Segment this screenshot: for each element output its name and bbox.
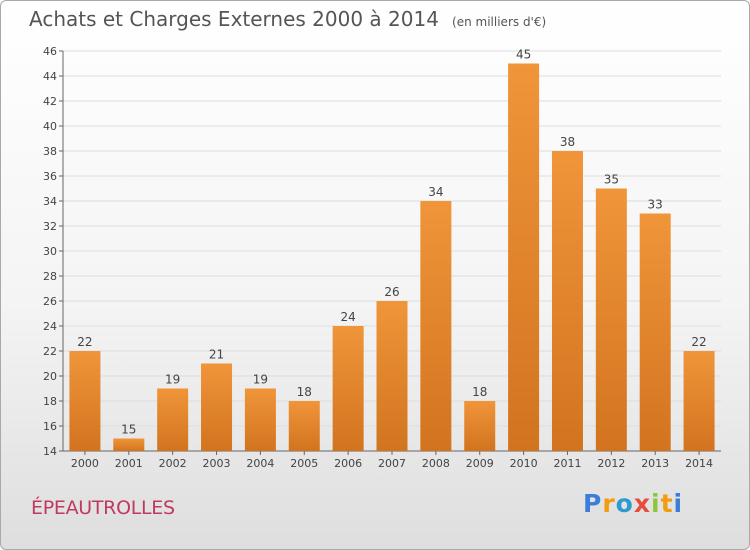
logo-letter: r — [602, 489, 616, 518]
bar-2000 — [69, 351, 101, 451]
data-label: 35 — [604, 173, 619, 187]
data-label: 33 — [648, 198, 663, 212]
bar-2009 — [464, 401, 496, 451]
x-tick-label: 2006 — [334, 457, 362, 470]
y-tick-label: 18 — [43, 395, 57, 408]
data-label: 24 — [340, 310, 355, 324]
bar-2007 — [376, 301, 408, 451]
x-tick-label: 2002 — [159, 457, 187, 470]
logo-letter: x — [633, 489, 651, 518]
unit-note: (en milliers d'€) — [452, 15, 547, 29]
bar-2006 — [332, 326, 364, 451]
y-tick-label: 38 — [43, 145, 57, 158]
y-tick-label: 36 — [43, 170, 57, 183]
bar-2012 — [595, 188, 627, 451]
y-tick-label: 24 — [43, 320, 57, 333]
logo-letter: i — [651, 489, 661, 518]
x-tick-labels: 2000 2001 2002 2003 2004 2005 2006 2007 2008 2009… — [71, 457, 713, 470]
bar-2014 — [683, 351, 715, 451]
x-tick-label: 2011 — [553, 457, 581, 470]
bar-2005 — [288, 401, 320, 451]
data-label: 19 — [253, 373, 268, 387]
x-tick-label: 2001 — [115, 457, 143, 470]
data-label: 21 — [209, 348, 224, 362]
y-tick-labels: 14 16 18 20 22 24 26 28 30 32 34 36 38 40 42 44 46 — [43, 45, 57, 458]
logo-letter: t — [660, 489, 674, 518]
data-label: 34 — [428, 185, 443, 199]
y-tick-label: 42 — [43, 95, 57, 108]
data-label: 18 — [297, 385, 312, 399]
y-tick-label: 32 — [43, 220, 57, 233]
data-label: 18 — [472, 385, 487, 399]
logo-letter: P — [583, 489, 603, 518]
logo-letter: o — [615, 489, 634, 518]
proxiti-logo: Proxiti — [583, 489, 683, 518]
y-tick-label: 20 — [43, 370, 57, 383]
data-label: 19 — [165, 373, 180, 387]
x-tick-label: 2012 — [597, 457, 625, 470]
y-tick-label: 30 — [43, 245, 57, 258]
y-tick-label: 46 — [43, 45, 57, 58]
data-label: 26 — [384, 285, 399, 299]
y-tick-label: 22 — [43, 345, 57, 358]
x-tick-label: 2014 — [685, 457, 713, 470]
location-name: ÉPEAUTROLLES — [31, 497, 175, 519]
bar-2008 — [420, 201, 452, 451]
x-tick-label: 2004 — [246, 457, 274, 470]
bar-2004 — [244, 388, 276, 451]
y-tick-label: 28 — [43, 270, 57, 283]
x-tick-label: 2008 — [422, 457, 450, 470]
bars — [69, 63, 715, 451]
logo-letter: i — [673, 489, 684, 518]
chart-title: Achats et Charges Externes 2000 à 2014 — [29, 7, 439, 31]
y-tick-label: 40 — [43, 120, 57, 133]
x-tick-label: 2005 — [290, 457, 318, 470]
chart-title-block: Achats et Charges Externes 2000 à 2014 (… — [29, 7, 546, 31]
data-label: 38 — [560, 135, 575, 149]
x-tick-label: 2009 — [466, 457, 494, 470]
y-tick-label: 34 — [43, 195, 57, 208]
bar-2001 — [113, 438, 145, 451]
x-tick-label: 2010 — [510, 457, 538, 470]
bar-2002 — [157, 388, 189, 451]
x-tick-label: 2003 — [203, 457, 231, 470]
x-tick-label: 2007 — [378, 457, 406, 470]
y-tick-label: 26 — [43, 295, 57, 308]
data-label: 15 — [121, 423, 136, 437]
x-tick-label: 2000 — [71, 457, 99, 470]
data-label: 22 — [691, 335, 706, 349]
data-label: 45 — [516, 48, 531, 62]
y-tick-label: 14 — [43, 445, 57, 458]
data-labels: 22 15 19 21 19 18 24 26 34 18 45 38 35 33 22 — [77, 48, 706, 437]
y-tick-label: 16 — [43, 420, 57, 433]
y-tick-label: 44 — [43, 70, 57, 83]
bar-2013 — [639, 213, 671, 451]
bar-2003 — [201, 363, 233, 451]
bar-2010 — [508, 63, 540, 451]
x-tick-label: 2013 — [641, 457, 669, 470]
data-label: 22 — [77, 335, 92, 349]
bar-2011 — [551, 151, 583, 451]
